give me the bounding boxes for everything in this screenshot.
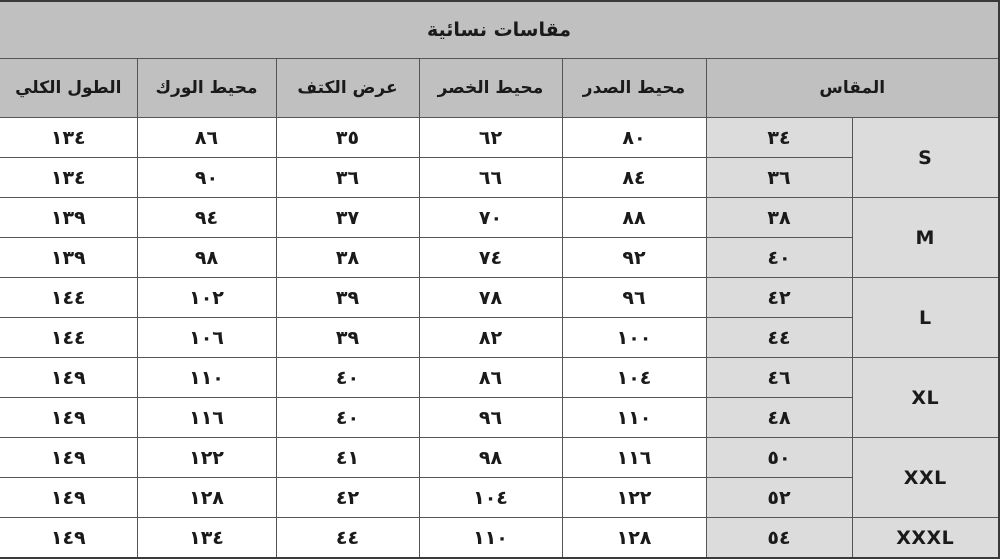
column-header-hip: محيط الورك (136, 58, 277, 118)
length-cell: ١٣٤ (0, 157, 138, 198)
length-cell: ١٣٤ (0, 117, 138, 158)
shoulder-cell: ٤٤ (275, 517, 420, 559)
waist-cell: ١٠٤ (418, 477, 563, 518)
size-number-cell: ٥٢ (705, 477, 853, 518)
waist-cell: ٧٠ (418, 197, 563, 238)
waist-cell: ٨٦ (418, 357, 563, 398)
shoulder-cell: ٣٦ (275, 157, 420, 198)
size-number-cell: ٤٠ (705, 237, 853, 278)
waist-cell: ٧٤ (418, 237, 563, 278)
chest-cell: ٨٠ (561, 117, 707, 158)
table-row: XXL ٥٠ ١١٦ ٩٨ ٤١ ١٢٢ ١٤٩ (0, 437, 1000, 518)
table-header: مقاسات نسائية المقاس محيط الصدر محيط الخ… (0, 0, 1000, 118)
size-number-cell: ٥٠ (705, 437, 853, 478)
shoulder-cell: ٣٩ (275, 277, 420, 318)
table-row: XXXL ٥٤ ١٢٨ ١١٠ ٤٤ ١٣٤ ١٤٩ (0, 517, 1000, 559)
shoulder-cell: ٣٧ (275, 197, 420, 238)
hip-cell: ٨٦ (136, 117, 277, 158)
title-row: مقاسات نسائية (0, 0, 1000, 59)
chest-cell: ٨٨ (561, 197, 707, 238)
hip-cell: ١٠٦ (136, 317, 277, 358)
shoulder-cell: ٣٥ (275, 117, 420, 158)
chest-cell: ١٢٢ (561, 477, 707, 518)
length-cell: ١٤٩ (0, 477, 138, 518)
size-number-cell: ٤٤ (705, 317, 853, 358)
waist-cell: ٩٦ (418, 397, 563, 438)
chart-title: مقاسات نسائية (0, 0, 1000, 59)
column-header-waist: محيط الخصر (418, 58, 563, 118)
size-letter-cell: M (851, 197, 1000, 278)
table-row: ٤٠ ٩٢ ٧٤ ٣٨ ٩٨ ١٣٩ (0, 237, 999, 278)
size-letter-cell: L (851, 277, 1000, 358)
column-header-size: المقاس (705, 58, 1000, 118)
column-header-chest: محيط الصدر (561, 58, 707, 118)
table-row: ٤٤ ١٠٠ ٨٢ ٣٩ ١٠٦ ١٤٤ (0, 317, 999, 358)
hip-cell: ١٢٢ (136, 437, 277, 478)
length-cell: ١٤٩ (0, 397, 138, 438)
length-cell: ١٤٤ (0, 317, 138, 358)
shoulder-cell: ٣٨ (275, 237, 420, 278)
waist-cell: ٧٨ (418, 277, 563, 318)
chest-cell: ١٠٤ (561, 357, 707, 398)
length-cell: ١٤٩ (0, 357, 138, 398)
length-cell: ١٣٩ (0, 237, 138, 278)
table-row: ٤٨ ١١٠ ٩٦ ٤٠ ١١٦ ١٤٩ (0, 397, 999, 438)
size-number-cell: ٣٨ (705, 197, 853, 238)
table-row: ٥٢ ١٢٢ ١٠٤ ٤٢ ١٢٨ ١٤٩ (0, 477, 999, 518)
size-number-cell: ٣٤ (705, 117, 853, 158)
size-number-cell: ٣٦ (705, 157, 853, 198)
hip-cell: ٩٤ (136, 197, 277, 238)
shoulder-cell: ٤٢ (275, 477, 420, 518)
shoulder-cell: ٤٠ (275, 357, 420, 398)
table-row: S ٣٤ ٨٠ ٦٢ ٣٥ ٨٦ ١٣٤ (0, 117, 1000, 198)
chest-cell: ٨٤ (561, 157, 707, 198)
length-cell: ١٤٩ (0, 437, 138, 478)
table-body: S ٣٤ ٨٠ ٦٢ ٣٥ ٨٦ ١٣٤ ٣٦ ٨٤ ٦٦ ٣٦ ٩٠ ١٣٤ M ٣٨ ٨٨ ٧٠ ٣٧ ٩٤ ١٣… (0, 117, 1000, 559)
size-number-cell: ٤٦ (705, 357, 853, 398)
table-row: L ٤٢ ٩٦ ٧٨ ٣٩ ١٠٢ ١٤٤ (0, 277, 1000, 358)
hip-cell: ١٣٤ (136, 517, 277, 559)
waist-cell: ١١٠ (418, 517, 563, 559)
shoulder-cell: ٤١ (275, 437, 420, 478)
column-header-shoulder: عرض الكتف (275, 58, 420, 118)
hip-cell: ١١٦ (136, 397, 277, 438)
length-cell: ١٤٩ (0, 517, 138, 559)
waist-cell: ٦٦ (418, 157, 563, 198)
chest-cell: ١٢٨ (561, 517, 707, 559)
size-letter-cell: XXXL (851, 517, 1000, 559)
hip-cell: ١٢٨ (136, 477, 277, 518)
chest-cell: ١٠٠ (561, 317, 707, 358)
length-cell: ١٤٤ (0, 277, 138, 318)
hip-cell: ١١٠ (136, 357, 277, 398)
size-letter-cell: S (851, 117, 1000, 198)
chest-cell: ٩٢ (561, 237, 707, 278)
hip-cell: ٩٠ (136, 157, 277, 198)
size-letter-cell: XL (851, 357, 1000, 438)
hip-cell: ٩٨ (136, 237, 277, 278)
chest-cell: ١١٠ (561, 397, 707, 438)
table-row: XL ٤٦ ١٠٤ ٨٦ ٤٠ ١١٠ ١٤٩ (0, 357, 1000, 438)
size-letter-cell: XXL (851, 437, 1000, 518)
size-number-cell: ٤٨ (705, 397, 853, 438)
column-header-row: المقاس محيط الصدر محيط الخصر عرض الكتف م… (0, 58, 1000, 118)
hip-cell: ١٠٢ (136, 277, 277, 318)
waist-cell: ٦٢ (418, 117, 563, 158)
size-number-cell: ٤٢ (705, 277, 853, 318)
length-cell: ١٣٩ (0, 197, 138, 238)
shoulder-cell: ٤٠ (275, 397, 420, 438)
chest-cell: ٩٦ (561, 277, 707, 318)
size-number-cell: ٥٤ (705, 517, 853, 559)
shoulder-cell: ٣٩ (275, 317, 420, 358)
waist-cell: ٩٨ (418, 437, 563, 478)
chest-cell: ١١٦ (561, 437, 707, 478)
table-row: M ٣٨ ٨٨ ٧٠ ٣٧ ٩٤ ١٣٩ (0, 197, 1000, 278)
waist-cell: ٨٢ (418, 317, 563, 358)
table-row: ٣٦ ٨٤ ٦٦ ٣٦ ٩٠ ١٣٤ (0, 157, 999, 198)
column-header-length: الطول الكلي (0, 58, 138, 118)
